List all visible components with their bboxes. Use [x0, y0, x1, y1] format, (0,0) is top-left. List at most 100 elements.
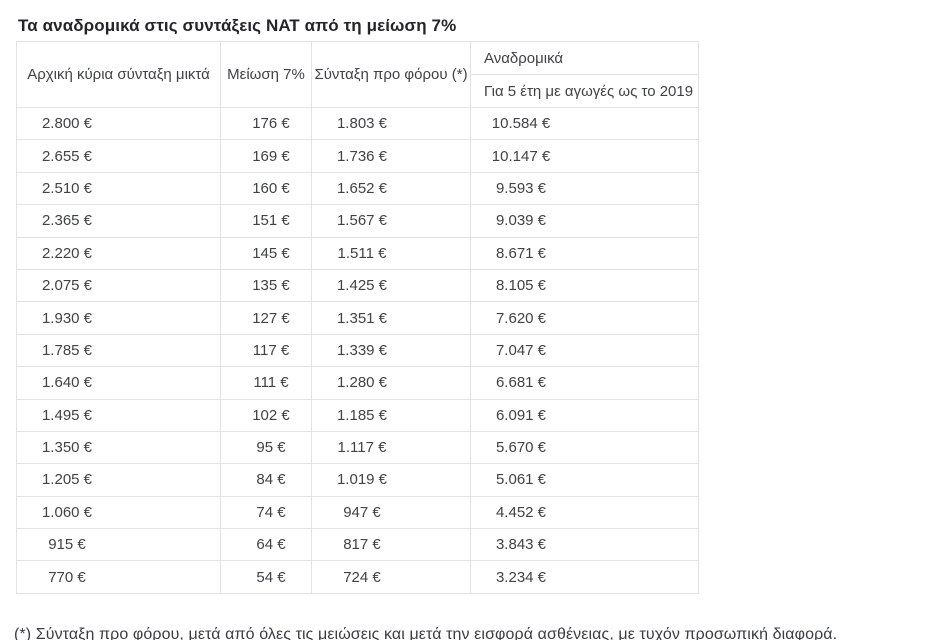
cell-value: 1.736 €	[336, 147, 388, 165]
cell-value: 1.117 €	[337, 439, 387, 457]
cell-value: 135 €	[252, 277, 290, 295]
table-row: 2.075 € 135 € 1.425 € 8.105 €	[16, 268, 699, 303]
table-cell: 6.091 €	[470, 398, 699, 432]
table-cell: 84 €	[220, 463, 312, 497]
table-cell: 4.452 €	[470, 495, 699, 530]
table-cell: 817 €	[311, 528, 471, 562]
cell-value: 2.220 €	[41, 244, 93, 262]
cell-value: 1.567 €	[336, 212, 388, 230]
table-row: 1.060 € 74 € 947 € 4.452 €	[16, 495, 699, 530]
table-cell: 151 €	[220, 204, 312, 238]
table-row: 770 € 54 € 724 € 3.234 €	[16, 560, 699, 594]
table-cell: 7.620 €	[470, 301, 699, 335]
table-cell: 2.220 €	[16, 236, 221, 270]
cell-value: 10.147 €	[491, 147, 551, 165]
cell-value: 1.350 €	[41, 439, 93, 457]
table-cell: 1.425 €	[311, 268, 471, 303]
cell-value: 127 €	[252, 309, 290, 327]
cell-value: 117 €	[252, 341, 290, 359]
cell-value: 1.019 €	[336, 471, 388, 489]
table-cell: 2.800 €	[16, 106, 221, 141]
cell-value: 2.075 €	[41, 277, 93, 295]
cell-value: 1.425 €	[336, 277, 388, 295]
table-cell: 1.736 €	[311, 139, 471, 173]
table-row: 1.350 € 95 € 1.117 € 5.670 €	[16, 430, 699, 465]
table-cell: 64 €	[220, 528, 312, 562]
cell-value: 1.185 €	[336, 406, 388, 424]
cell-value: 1.495 €	[41, 406, 93, 424]
table-cell: 10.584 €	[470, 106, 699, 141]
table-cell: 6.681 €	[470, 366, 699, 400]
cell-value: 74 €	[256, 503, 286, 521]
cell-value: 3.843 €	[495, 536, 547, 554]
table-cell: 160 €	[220, 171, 312, 206]
cell-value: 1.060 €	[41, 503, 93, 521]
table-row: 1.495 € 102 € 1.185 € 6.091 €	[16, 398, 699, 432]
table-cell: 145 €	[220, 236, 312, 270]
table-row: 1.205 € 84 € 1.019 € 5.061 €	[16, 463, 699, 497]
cell-value: 2.800 €	[41, 115, 93, 133]
cell-value: 947 €	[343, 503, 381, 521]
header-retroactive: Αναδρομικά	[470, 41, 699, 75]
cell-value: 95 €	[256, 439, 286, 457]
cell-value: 1.785 €	[41, 341, 93, 359]
table-cell: 1.339 €	[311, 333, 471, 368]
cell-value: 64 €	[256, 536, 286, 554]
cell-value: 145 €	[252, 244, 290, 262]
table-cell: 7.047 €	[470, 333, 699, 368]
table-row: 2.800 € 176 € 1.803 € 10.584 €	[16, 106, 699, 141]
cell-value: 111 €	[253, 374, 289, 392]
cell-value: 9.593 €	[495, 179, 547, 197]
page-title: Τα αναδρομικά στις συντάξεις ΝΑΤ από τη …	[18, 16, 457, 36]
table-row: 2.220 € 145 € 1.511 € 8.671 €	[16, 236, 699, 270]
table-row: 2.510 € 160 € 1.652 € 9.593 €	[16, 171, 699, 206]
table-cell: 1.205 €	[16, 463, 221, 497]
cell-value: 6.091 €	[495, 406, 547, 424]
cell-value: 1.511 €	[337, 244, 387, 262]
cell-value: 8.105 €	[495, 277, 547, 295]
table-cell: 95 €	[220, 430, 312, 465]
cell-value: 1.280 €	[336, 374, 388, 392]
table-cell: 770 €	[16, 560, 221, 594]
cell-value: 724 €	[343, 568, 381, 586]
cell-value: 1.339 €	[336, 341, 388, 359]
cell-value: 770 €	[48, 568, 86, 586]
cell-value: 1.803 €	[336, 115, 388, 133]
table-row: 2.365 € 151 € 1.567 € 9.039 €	[16, 204, 699, 238]
cell-value: 2.510 €	[41, 179, 93, 197]
cell-value: 5.061 €	[495, 471, 547, 489]
table-body: 2.800 € 176 € 1.803 € 10.584 € 2.655 € 169 € 1…	[16, 106, 699, 594]
table-cell: 135 €	[220, 268, 312, 303]
table-cell: 102 €	[220, 398, 312, 432]
table-cell: 2.075 €	[16, 268, 221, 303]
table-cell: 127 €	[220, 301, 312, 335]
table-cell: 1.060 €	[16, 495, 221, 530]
cell-value: 169 €	[252, 147, 290, 165]
table-cell: 1.785 €	[16, 333, 221, 368]
cell-value: 915 €	[48, 536, 86, 554]
cell-value: 6.681 €	[495, 374, 547, 392]
table-cell: 1.640 €	[16, 366, 221, 400]
cell-value: 102 €	[252, 406, 290, 424]
table-cell: 1.117 €	[311, 430, 471, 465]
table-cell: 1.351 €	[311, 301, 471, 335]
cell-value: 176 €	[252, 115, 290, 133]
table-cell: 9.039 €	[470, 204, 699, 238]
table-cell: 947 €	[311, 495, 471, 530]
cell-value: 84 €	[256, 471, 286, 489]
table-cell: 169 €	[220, 139, 312, 173]
table-cell: 8.105 €	[470, 268, 699, 303]
footnote: (*) Σύνταξη προ φόρου, μετά από όλες τις…	[14, 626, 838, 640]
cell-value: 9.039 €	[495, 212, 547, 230]
cell-value: 1.640 €	[41, 374, 93, 392]
cell-value: 2.365 €	[41, 212, 93, 230]
cell-value: 7.047 €	[495, 341, 547, 359]
table-cell: 1.495 €	[16, 398, 221, 432]
table-cell: 724 €	[311, 560, 471, 594]
cell-value: 2.655 €	[41, 147, 93, 165]
table-cell: 1.185 €	[311, 398, 471, 432]
header-initial-gross-pension: Αρχική κύρια σύνταξη μικτά	[16, 41, 221, 108]
table-cell: 1.567 €	[311, 204, 471, 238]
cell-value: 1.930 €	[41, 309, 93, 327]
cell-value: 1.652 €	[336, 179, 388, 197]
